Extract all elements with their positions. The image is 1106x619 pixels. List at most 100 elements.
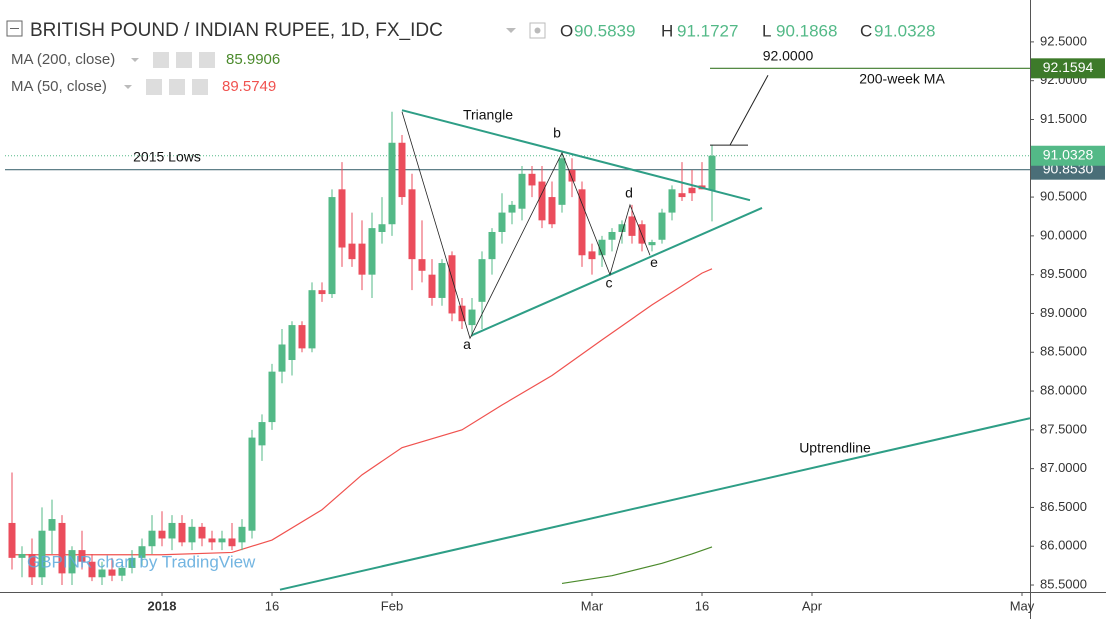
y-tick-label: 88.0000 — [1040, 382, 1087, 397]
candle-body — [368, 228, 376, 275]
y-tick-label: 85.5000 — [1040, 576, 1087, 591]
ma-line — [12, 268, 713, 556]
candle-body — [518, 173, 526, 209]
candle-body — [8, 522, 16, 558]
candle-body — [148, 530, 156, 547]
ohlc-key: H — [661, 21, 673, 40]
candle-body — [208, 538, 216, 543]
y-tick-label: 87.5000 — [1040, 421, 1087, 436]
candle-body — [628, 216, 636, 236]
ohlc-value: 91.0328 — [874, 21, 935, 40]
candle-body — [428, 274, 436, 298]
ma-name: MA (50, close) — [11, 78, 107, 95]
ohlc-value: 90.1868 — [776, 21, 837, 40]
candle-body — [268, 371, 276, 423]
candle-body — [158, 530, 166, 539]
candle-body — [548, 197, 556, 225]
price-label: 91.0328 — [1043, 146, 1094, 162]
candle-body — [448, 255, 456, 314]
candle-body — [668, 189, 676, 213]
candle-body — [278, 344, 286, 372]
dropdown[interactable] — [124, 85, 132, 89]
ohlc-value: 91.1727 — [677, 21, 738, 40]
candle-body — [48, 519, 56, 531]
uptrend-line — [279, 417, 1030, 591]
ma-icon[interactable] — [176, 52, 192, 68]
candle-body — [98, 569, 106, 578]
wave-line — [401, 111, 651, 340]
ohlc-value: 90.5839 — [574, 21, 635, 40]
candle-body — [598, 239, 606, 256]
candle-body — [58, 522, 66, 574]
legend-values: O 90.5839 H 91.1727 L 90.1868 C 91.0328 MA (200,… — [11, 21, 935, 95]
ma-value: 85.9906 — [226, 51, 280, 68]
candle-body — [138, 546, 146, 558]
candle-body — [398, 142, 406, 198]
y-tick-label: 90.0000 — [1040, 227, 1087, 242]
callout-line — [710, 75, 769, 146]
level-label: 2015 Lows — [133, 149, 201, 165]
candle-body — [78, 550, 86, 562]
candle-body — [438, 263, 446, 298]
collapse-icon[interactable] — [6, 20, 23, 37]
ma-icon[interactable] — [169, 79, 185, 95]
candle-body — [378, 224, 386, 232]
candle-body — [28, 553, 36, 578]
candle-body — [568, 169, 576, 182]
candle-body — [128, 557, 136, 568]
wave-label: a — [463, 336, 471, 352]
candle-body — [188, 526, 196, 543]
symbol-title: BRITISH POUND / INDIAN RUPEE, 1D, FX_IDC — [30, 20, 443, 41]
candle-body — [388, 142, 396, 225]
dropdown[interactable] — [131, 58, 139, 62]
wave-label: b — [553, 125, 561, 141]
candle-body — [328, 197, 336, 295]
candle-body — [638, 224, 646, 244]
triangle-lower — [471, 207, 763, 337]
x-tick-label: 16 — [265, 598, 279, 613]
eye-icon-dot — [534, 27, 541, 34]
candle-body — [528, 173, 536, 186]
candle-body — [308, 290, 316, 349]
candle-body — [168, 522, 176, 539]
candle-body — [408, 189, 416, 260]
candle-body — [68, 550, 76, 574]
ohlc-key: L — [762, 21, 771, 40]
x-tick-label: 16 — [695, 598, 709, 613]
dropdown[interactable] — [506, 28, 516, 33]
wave-label: c — [606, 274, 613, 290]
price-label-box — [1031, 145, 1105, 166]
candle-body — [238, 526, 246, 543]
plot-area — [5, 67, 1030, 591]
x-tick-label: Apr — [802, 598, 823, 613]
x-tick-label: Feb — [381, 598, 403, 613]
candle-body — [708, 155, 716, 191]
candle-body — [578, 189, 586, 256]
y-tick-label: 90.5000 — [1040, 189, 1087, 204]
level-label: 200-week MA — [859, 71, 945, 87]
candle-body — [348, 243, 356, 260]
candle-body — [318, 290, 326, 295]
ma-icon[interactable] — [192, 79, 208, 95]
y-tick-label: 91.5000 — [1040, 111, 1087, 126]
uptrend-label: Uptrendline — [799, 440, 871, 456]
wave-label: d — [625, 185, 633, 201]
candle-body — [298, 325, 306, 349]
ma-icon[interactable] — [146, 79, 162, 95]
candle-body — [618, 224, 626, 232]
eye-icon[interactable] — [529, 22, 546, 39]
candle-body — [588, 251, 596, 260]
triangle-upper — [401, 109, 751, 202]
ma-icon[interactable] — [153, 52, 169, 68]
ohlc-key: C — [860, 21, 872, 40]
ma-icon[interactable] — [199, 52, 215, 68]
candle-body — [538, 181, 546, 221]
candle-body — [678, 193, 686, 198]
candle-body — [358, 243, 366, 275]
price-label: 92.1594 — [1043, 59, 1094, 75]
ma-value: 89.5749 — [222, 78, 276, 95]
y-tick-label: 89.5000 — [1040, 266, 1087, 281]
y-tick-label: 88.5000 — [1040, 344, 1087, 359]
candle-body — [488, 231, 496, 260]
